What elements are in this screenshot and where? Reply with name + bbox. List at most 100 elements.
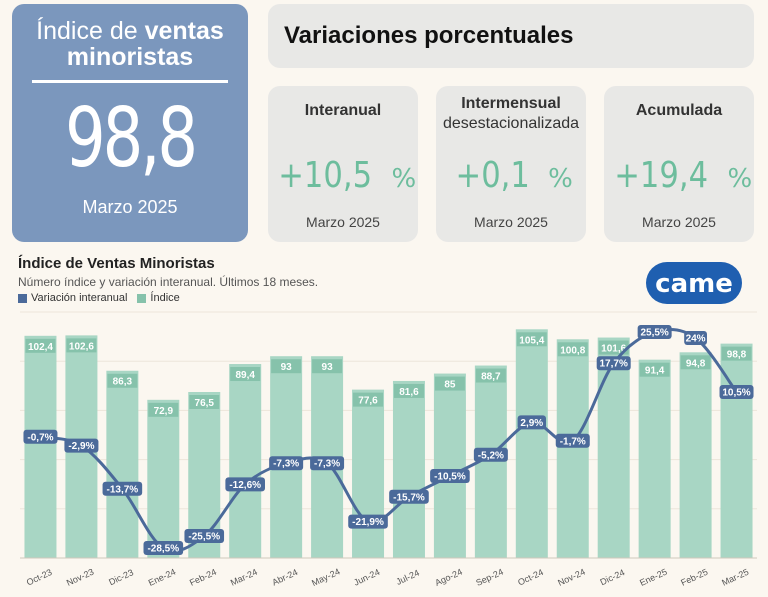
card-date: Marzo 2025: [474, 214, 548, 230]
bar-Ago-24: [433, 373, 466, 558]
retail-sales-chart: 102,4 Oct-23 102,6 Nov-23 86,3 Dic-23 72,9 Ene-…: [20, 311, 757, 588]
legend-label-line: Variación interanual: [31, 292, 128, 304]
line-point-label: -15,7%: [393, 492, 425, 503]
line-point-label-bg: [719, 385, 754, 399]
card-label: Intermensual desestacionalizada: [442, 95, 580, 132]
bar-Mar-24: [229, 364, 262, 558]
bar-value-label: 88,7: [481, 372, 501, 383]
line-point-label-bg: [102, 481, 143, 496]
line-point-label: -1,7%: [560, 436, 586, 447]
bar-label-bg: [434, 376, 465, 391]
x-tick-label: Dic-24: [599, 567, 627, 587]
bar-value-label: 101,6: [601, 344, 626, 355]
bar-Jul-24: [392, 380, 425, 558]
line-point-label-bg: [310, 456, 345, 471]
bar-label-bg: [557, 342, 588, 357]
x-tick-label: May-24: [310, 566, 341, 588]
bar-value-label: 76,5: [195, 398, 215, 409]
x-tick-label: Abr-24: [271, 567, 300, 587]
line-point-label: 2,9%: [520, 418, 543, 429]
chart-subtitle: Número índice y variación interanual. Úl…: [18, 275, 319, 289]
bar-Ene-25: [638, 359, 671, 558]
bar-label-bg: [639, 362, 670, 377]
bar-value-label: 100,8: [560, 345, 585, 356]
line-point-label-bg: [473, 447, 508, 462]
x-tick-label: Feb-25: [679, 567, 709, 588]
bar-label-bg: [107, 373, 138, 388]
bar-label-bg: [393, 383, 424, 398]
line-point-label-bg: [143, 541, 184, 555]
line-point-label: -5,2%: [478, 450, 504, 461]
card-value: +10,5 %: [278, 155, 417, 196]
line-point-label: 25,5%: [640, 328, 668, 339]
x-tick-label: Nov-23: [65, 567, 96, 588]
line-point-label-bg: [184, 529, 225, 543]
bar-label-bg: [516, 332, 547, 347]
bar-value-label: 85: [444, 380, 456, 391]
bar-Dic-24: [597, 337, 630, 558]
bar-label-bg: [148, 402, 179, 417]
variaciones-title: Variaciones porcentuales: [268, 4, 754, 68]
legend-swatch-bar: [137, 293, 147, 303]
line-point-label-bg: [430, 469, 470, 483]
card-date: Marzo 2025: [642, 214, 716, 230]
card-interanual: Interanual +10,5 % Marzo 2025: [268, 86, 418, 242]
x-tick-label: Jun-24: [352, 567, 381, 588]
main-index-date: Marzo 2025: [82, 197, 178, 217]
card-sublabel: desestacionalizada: [442, 115, 580, 132]
line-point-label: 17,7%: [600, 359, 628, 370]
bar-label-bg: [721, 346, 752, 361]
line-point-label: -10,5%: [434, 472, 466, 483]
line-point-label-bg: [637, 325, 672, 339]
line-point-label-bg: [23, 429, 58, 444]
bar-label-bg: [680, 355, 711, 370]
main-index-card: Índice de ventas minoristas 98,8 Marzo 2…: [12, 4, 248, 242]
main-index-value: 98,8: [65, 91, 198, 186]
line-point-label: 24%: [686, 334, 706, 345]
card-intermensual: Intermensual desestacionalizada +0,1 % Ma…: [436, 86, 586, 242]
bar-label-bg: [230, 367, 261, 382]
line-point-label: -25,5%: [188, 532, 220, 543]
x-tick-label: Ene-25: [638, 567, 669, 588]
bar-value-label: 77,6: [358, 396, 378, 407]
bar-label-bg: [271, 359, 302, 374]
bar-label-bg: [189, 395, 220, 410]
chart-title: Índice de Ventas Minoristas: [18, 255, 215, 272]
line-point-label: -28,5%: [147, 544, 179, 555]
line-point-label-bg: [684, 331, 707, 345]
variation-line: [40, 327, 738, 553]
x-tick-label: Sep-24: [474, 567, 505, 588]
line-point-label: -12,6%: [229, 480, 261, 491]
bar-Oct-23: [24, 335, 57, 558]
card-acumulada: Acumulada +19,4 % Marzo 2025: [604, 86, 754, 242]
card-label: Interanual: [304, 102, 382, 119]
line-point-label: -21,9%: [352, 517, 384, 528]
bar-label-bg: [598, 340, 629, 355]
card-date: Marzo 2025: [306, 214, 380, 230]
chart-legend: Variación interanual Índice: [18, 292, 180, 304]
line-point-label: -7,3%: [273, 459, 299, 470]
legend-label-bar: Índice: [150, 292, 180, 304]
bar-Oct-24: [515, 329, 548, 558]
main-index-title: Índice de ventas minoristas: [12, 18, 248, 70]
line-point-label: 10,5%: [722, 388, 750, 399]
card-label: Acumulada: [635, 102, 723, 119]
line-point-label: -13,7%: [107, 484, 139, 495]
bar-value-label: 102,6: [69, 341, 94, 352]
bar-Nov-24: [556, 339, 589, 558]
bar-label-bg: [66, 338, 97, 353]
legend-swatch-line: [18, 293, 27, 303]
bar-value-label: 91,4: [645, 366, 665, 377]
main-title-bold: ventas minoristas: [66, 17, 224, 71]
bar-value-label: 105,4: [519, 335, 544, 346]
x-tick-label: Oct-23: [25, 567, 54, 587]
bar-Feb-25: [679, 352, 712, 558]
line-point-label-bg: [596, 356, 631, 371]
x-tick-label: Feb-24: [188, 567, 218, 588]
bar-Ene-24: [147, 399, 180, 558]
card-value: +19,4 %: [614, 155, 753, 196]
line-point-label-bg: [225, 477, 265, 492]
x-tick-label: Oct-24: [516, 567, 545, 587]
line-point-label: -0,7%: [27, 432, 53, 443]
bar-value-label: 72,9: [154, 406, 174, 417]
